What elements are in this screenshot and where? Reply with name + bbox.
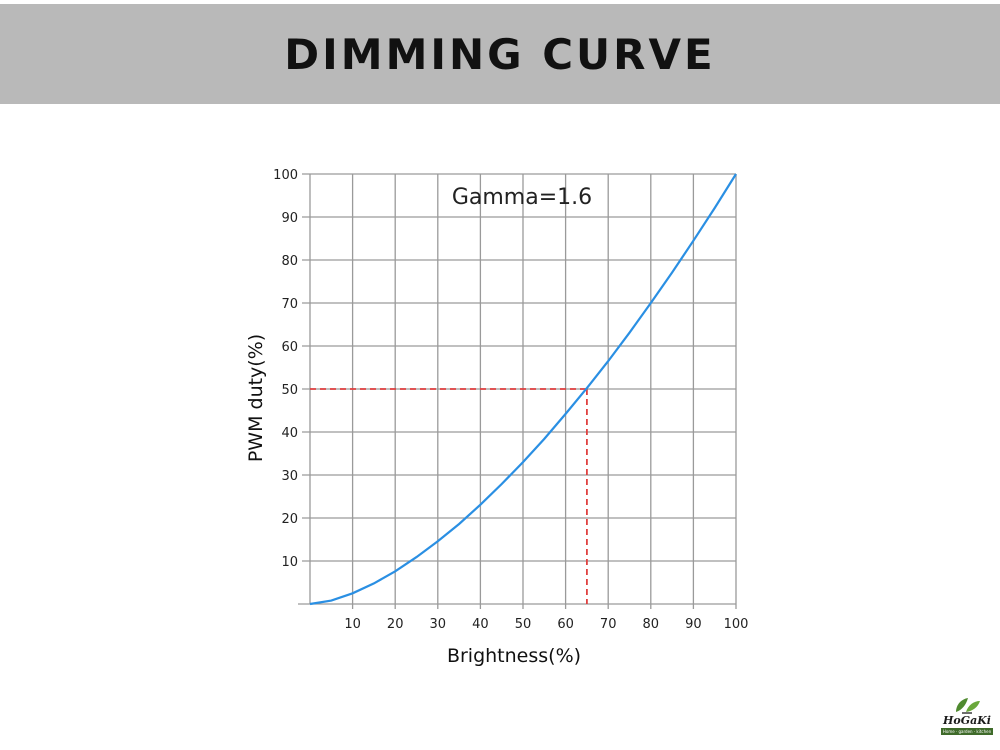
chart-grid	[298, 173, 737, 609]
x-tick-label: 30	[430, 617, 447, 632]
y-tick-label: 10	[281, 555, 298, 570]
y-tick-label: 90	[281, 211, 298, 226]
chart-ticks: 10 20 30 40 50 60 70 80 90 100 10 20 30 40 50 60 70 80 90 1…	[273, 168, 748, 632]
x-tick-label: 80	[643, 617, 660, 632]
title-bar: DIMMING CURVE	[0, 4, 1000, 104]
reference-lines	[310, 388, 588, 604]
y-tick-label: 30	[281, 469, 298, 484]
leaf-icon	[956, 698, 980, 714]
x-tick-label: 70	[600, 617, 617, 632]
x-tick-label: 60	[557, 617, 574, 632]
y-tick-label: 70	[281, 297, 298, 312]
y-tick-label: 40	[281, 426, 298, 441]
gamma-annotation: Gamma=1.6	[452, 185, 592, 210]
x-tick-label: 50	[515, 617, 532, 632]
y-axis-label: PWM duty(%)	[245, 334, 267, 462]
x-tick-label: 100	[724, 617, 749, 632]
x-axis-label: Brightness(%)	[447, 645, 581, 667]
x-tick-label: 20	[387, 617, 404, 632]
y-tick-label: 60	[281, 340, 298, 355]
gamma-curve-line	[309, 173, 737, 606]
y-tick-label: 20	[281, 512, 298, 527]
y-tick-label: 80	[281, 254, 298, 269]
logo-brand: HoGaKi	[943, 714, 991, 727]
hogaki-logo: HoGaKi Home · garden · kitchen	[938, 696, 996, 742]
x-tick-label: 10	[344, 617, 361, 632]
y-tick-label: 100	[273, 168, 298, 183]
x-tick-label: 40	[472, 617, 489, 632]
y-tick-label: 50	[281, 383, 298, 398]
logo-tagline: Home · garden · kitchen	[941, 728, 993, 735]
x-tick-label: 90	[685, 617, 702, 632]
page-title: DIMMING CURVE	[284, 29, 716, 79]
